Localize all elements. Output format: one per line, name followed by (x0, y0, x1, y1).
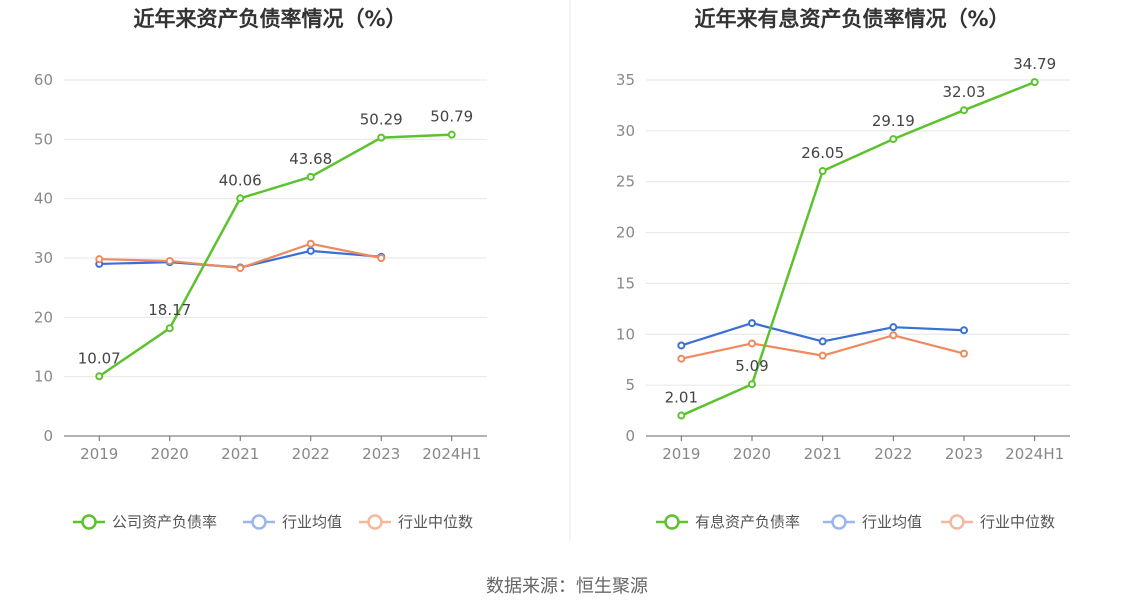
data-point (677, 354, 686, 363)
y-tick-label: 60 (34, 71, 53, 89)
chart-title: 近年来资产负债率情况（%） (133, 7, 406, 31)
data-point (1030, 78, 1039, 87)
x-tick-label: 2021 (221, 445, 259, 463)
data-point (306, 172, 315, 181)
data-point (748, 319, 756, 328)
legend-item[interactable]: 行业中位数 (941, 513, 1055, 531)
data-point (377, 254, 386, 262)
data-point (748, 339, 756, 348)
legend-label: 行业均值 (282, 513, 342, 531)
legend-label: 公司资产负债率 (112, 513, 217, 531)
data-label: 29.19 (872, 112, 915, 130)
legend-item[interactable]: 行业均值 (823, 513, 922, 531)
y-tick-label: 30 (616, 122, 635, 140)
data-point (165, 256, 174, 265)
data-label: 32.03 (943, 83, 986, 101)
data-source: 数据来源：恒生聚源 (486, 576, 648, 597)
x-tick-label: 2024H1 (422, 445, 481, 463)
legend-label: 有息资产负债率 (695, 513, 800, 531)
series-line-0 (680, 80, 1036, 417)
x-tick-label: 2022 (292, 445, 330, 463)
chart-debt-ratio: 近年来资产负债率情况（%） 0 10 20 30 40 50 60 2019 2020 2021 20… (34, 7, 487, 531)
data-point (677, 341, 686, 350)
data-label: 5.09 (735, 357, 768, 375)
legend-marker (367, 514, 383, 530)
x-tick-label: 2020 (151, 445, 189, 463)
x-tick-label: 2020 (733, 445, 771, 463)
x-tick-label: 2021 (804, 445, 842, 463)
data-point (818, 351, 827, 360)
y-tick-label: 0 (625, 427, 635, 445)
data-point (960, 349, 968, 358)
y-tick-label: 20 (34, 308, 53, 326)
data-label: 2.01 (665, 389, 698, 407)
data-label: 43.68 (289, 150, 332, 168)
legend-marker (81, 514, 97, 530)
data-point (95, 372, 104, 381)
data-point (889, 331, 898, 340)
y-tick-label: 25 (616, 173, 635, 191)
data-point (818, 167, 827, 176)
y-tick-label: 10 (34, 368, 53, 386)
data-label: 50.29 (360, 111, 403, 129)
chart-title: 近年来有息资产负债率情况（%） (694, 7, 1009, 31)
data-label: 26.05 (801, 144, 844, 162)
y-tick-label: 35 (616, 71, 635, 89)
y-tick-label: 20 (616, 224, 635, 242)
data-point (236, 264, 245, 273)
data-point (818, 337, 827, 346)
series-line-0 (98, 133, 452, 378)
data-point (306, 239, 315, 248)
y-tick-label: 50 (34, 130, 53, 148)
data-point (306, 246, 315, 255)
data-point (447, 130, 456, 139)
data-point (677, 411, 686, 420)
x-tick-label: 2024H1 (1005, 445, 1064, 463)
data-label: 10.07 (78, 349, 121, 367)
x-tick-label: 2019 (80, 445, 118, 463)
data-point (960, 326, 968, 335)
y-tick-label: 15 (616, 274, 635, 292)
data-label: 50.79 (430, 108, 473, 126)
data-label: 40.06 (219, 171, 262, 189)
legend-label: 行业中位数 (980, 513, 1055, 531)
data-label: 34.79 (1013, 55, 1056, 73)
data-point (889, 135, 898, 144)
legend-marker (664, 514, 680, 530)
x-tick-label: 2022 (874, 445, 912, 463)
data-point (960, 106, 968, 115)
y-tick-label: 5 (625, 376, 635, 394)
data-point (236, 194, 245, 203)
chart-interest-bearing-debt-ratio: 近年来有息资产负债率情况（%） 0 5 10 15 20 25 30 35 2019 2020 202… (616, 7, 1070, 531)
legend-marker (251, 514, 267, 530)
x-tick-label: 2019 (662, 445, 700, 463)
data-point (889, 323, 898, 332)
y-tick-label: 30 (34, 249, 53, 267)
data-label: 18.17 (148, 301, 191, 319)
legend-marker (949, 514, 965, 530)
legend-label: 行业中位数 (398, 513, 473, 531)
data-point (165, 324, 174, 333)
x-tick-label: 2023 (362, 445, 400, 463)
legend-marker (831, 514, 847, 530)
y-tick-label: 0 (43, 427, 53, 445)
legend-item[interactable]: 行业中位数 (359, 513, 473, 531)
data-point (95, 255, 104, 264)
legend-item[interactable]: 有息资产负债率 (656, 513, 800, 531)
y-tick-label: 10 (616, 325, 635, 343)
legend-item[interactable]: 行业均值 (243, 513, 342, 531)
data-point (748, 380, 756, 389)
data-point (377, 133, 386, 142)
x-tick-label: 2023 (945, 445, 983, 463)
y-tick-label: 40 (34, 190, 53, 208)
legend-item[interactable]: 公司资产负债率 (73, 513, 217, 531)
legend-label: 行业均值 (862, 513, 922, 531)
